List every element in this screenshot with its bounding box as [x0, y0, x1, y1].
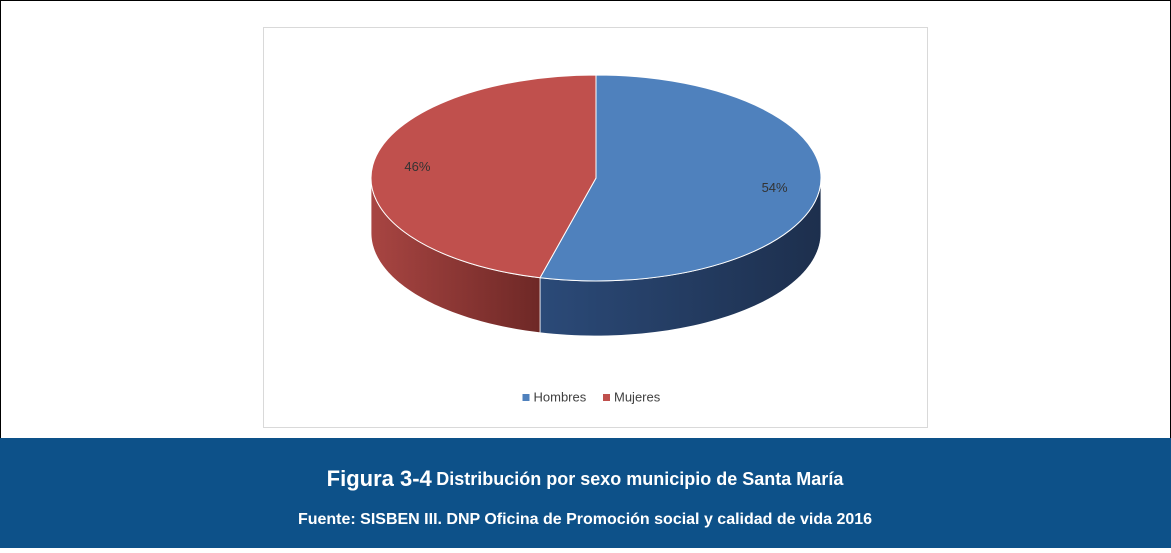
legend-swatch: [603, 394, 610, 401]
slice: [370, 74, 597, 279]
caption-title: Distribución por sexo municipio de Santa…: [436, 469, 844, 489]
legend-label: Hombres: [534, 389, 587, 404]
legend-label: Mujeres: [614, 389, 661, 404]
legend-swatch: [522, 394, 530, 401]
caption-label: Figura 3-4: [327, 466, 433, 491]
data-label: 46%: [404, 159, 430, 174]
caption: Figura 3-4 Distribución por sexo municip…: [327, 466, 845, 491]
slice: [539, 74, 822, 282]
data-label: 54%: [762, 180, 788, 195]
caption-banner: [0, 438, 1171, 548]
caption-source: Fuente: SISBEN III. DNP Oficina de Promo…: [298, 511, 872, 528]
